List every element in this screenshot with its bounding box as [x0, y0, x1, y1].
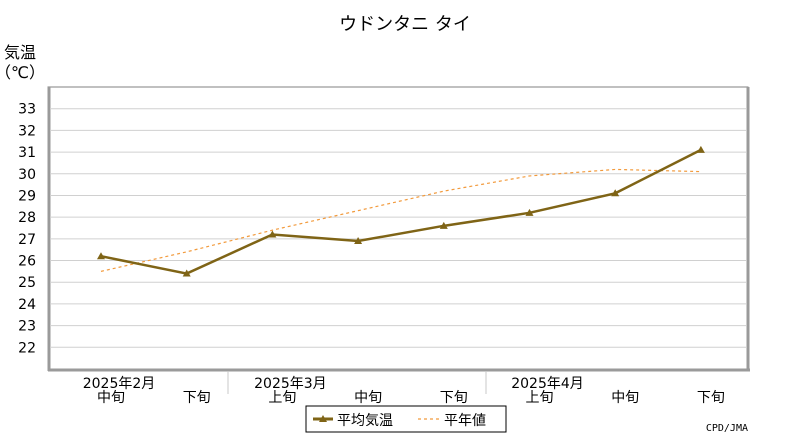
- y-tick-label: 30: [18, 167, 36, 183]
- y-tick-label: 27: [18, 232, 36, 248]
- y-tick-label: 28: [18, 210, 36, 226]
- y-tick-label: 29: [18, 188, 36, 204]
- gridlines: [50, 108, 746, 348]
- legend: 平均気温 平年値: [305, 405, 507, 433]
- y-tick-label: 33: [18, 102, 36, 118]
- series-line-average: [100, 148, 702, 275]
- y-tick-label: 23: [18, 319, 36, 335]
- x-tick-label: 上旬: [268, 390, 296, 406]
- y-tick-label: 26: [18, 254, 36, 270]
- legend-box: [305, 405, 507, 433]
- x-tick-label: 中旬: [611, 390, 639, 406]
- data-point-average: [354, 237, 363, 245]
- month-labels: 2025年2月 2025年3月 2025年4月: [83, 376, 584, 392]
- series-layer: [97, 145, 705, 277]
- data-point-average: [97, 252, 105, 260]
- y-axis-label: 気温: [4, 43, 36, 62]
- data-point-average: [696, 145, 705, 153]
- legend-label-average: 平均気温: [337, 413, 393, 429]
- y-tick-label: 25: [18, 275, 36, 291]
- y-tick-label: 32: [18, 123, 36, 139]
- x-tick-labels: 中旬 下旬 上旬 中旬 下旬 上旬 中旬 下旬: [97, 390, 725, 406]
- x-tick-label: 中旬: [97, 390, 125, 406]
- plot-background: [47, 86, 749, 371]
- x-tick-label: 下旬: [697, 390, 725, 406]
- y-tick-label: 31: [18, 145, 36, 161]
- data-point-average: [611, 189, 620, 197]
- x-tick-label: 中旬: [354, 390, 382, 406]
- month-label: 2025年2月: [83, 376, 156, 392]
- x-tick-label: 下旬: [440, 390, 468, 406]
- legend-marker-average: [319, 415, 327, 422]
- y-tick-label: 24: [18, 297, 36, 313]
- data-point-average: [525, 208, 534, 216]
- y-tick-label: 22: [18, 340, 36, 356]
- x-tick-label: 上旬: [526, 390, 554, 406]
- data-point-average: [268, 230, 277, 238]
- y-axis-unit: （℃）: [0, 63, 45, 82]
- chart-title: ウドンタニ タイ: [339, 14, 471, 35]
- x-tick-label: 下旬: [183, 390, 211, 406]
- credit-label: CPD/JMA: [706, 423, 748, 434]
- data-point-average: [182, 269, 191, 277]
- series-line-normal: [100, 168, 701, 272]
- month-label: 2025年3月: [254, 376, 327, 392]
- legend-label-normal: 平年値: [444, 413, 486, 429]
- month-label: 2025年4月: [511, 376, 584, 392]
- month-separators: [227, 371, 487, 394]
- data-point-average: [439, 221, 448, 229]
- y-tick-labels: 22 23 24 25 26 27 28 29 30 31 32 33: [18, 102, 36, 357]
- plot-frame: [47, 86, 750, 372]
